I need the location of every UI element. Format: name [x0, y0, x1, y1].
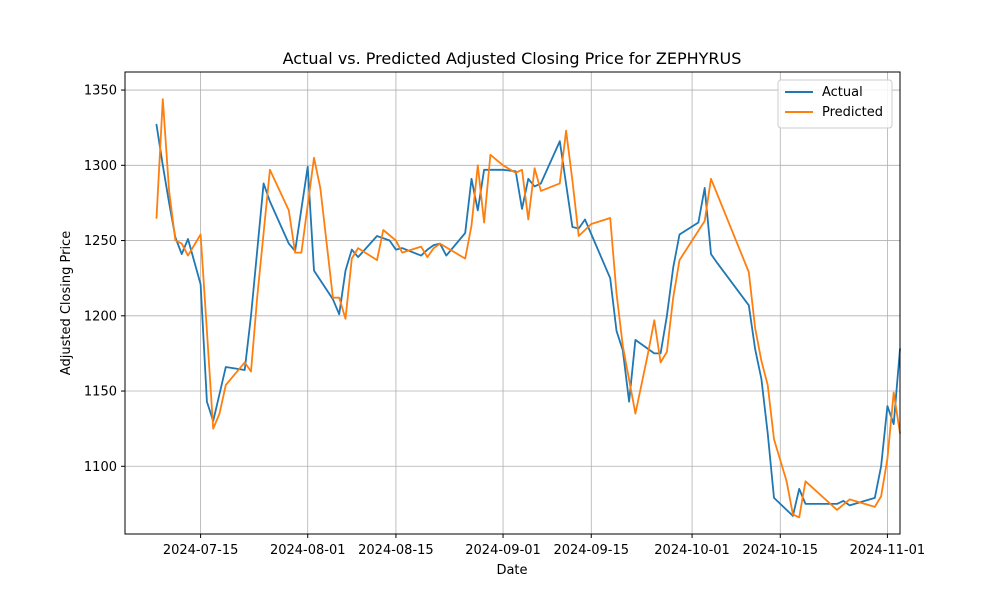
- x-tick-label: 2024-10-15: [743, 543, 819, 558]
- x-tick-label: 2024-11-01: [850, 543, 926, 558]
- series-line-predicted: [155, 98, 901, 519]
- plot-frame: [124, 71, 901, 535]
- x-tick-label: 2024-10-01: [654, 543, 730, 558]
- y-axis-ticks: 1100 1150 1200 1250 1300 1350: [84, 84, 125, 475]
- y-tick-label: 1100: [84, 460, 117, 475]
- x-tick-label: 2024-09-01: [465, 543, 541, 558]
- y-tick-label: 1350: [84, 84, 117, 99]
- grid-lines: [125, 72, 900, 534]
- y-axis-label: Adjusted Closing Price: [59, 231, 74, 375]
- y-tick-label: 1150: [84, 385, 117, 400]
- series-lines: [155, 98, 901, 519]
- x-axis-label: Date: [496, 563, 527, 578]
- chart-title: Actual vs. Predicted Adjusted Closing Pr…: [283, 49, 742, 68]
- x-tick-label: 2024-08-01: [270, 543, 346, 558]
- legend-label-predicted: Predicted: [822, 105, 883, 120]
- y-tick-label: 1250: [84, 234, 117, 249]
- y-tick-label: 1300: [84, 159, 117, 174]
- legend-label-actual: Actual: [822, 85, 863, 100]
- x-tick-label: 2024-09-15: [553, 543, 629, 558]
- x-tick-label: 2024-08-15: [358, 543, 434, 558]
- x-axis-ticks: 2024-07-15 2024-08-01 2024-08-15 2024-09-01…: [163, 534, 925, 558]
- legend: Actual Predicted: [777, 79, 893, 129]
- y-tick-label: 1200: [84, 309, 117, 324]
- x-tick-label: 2024-07-15: [163, 543, 239, 558]
